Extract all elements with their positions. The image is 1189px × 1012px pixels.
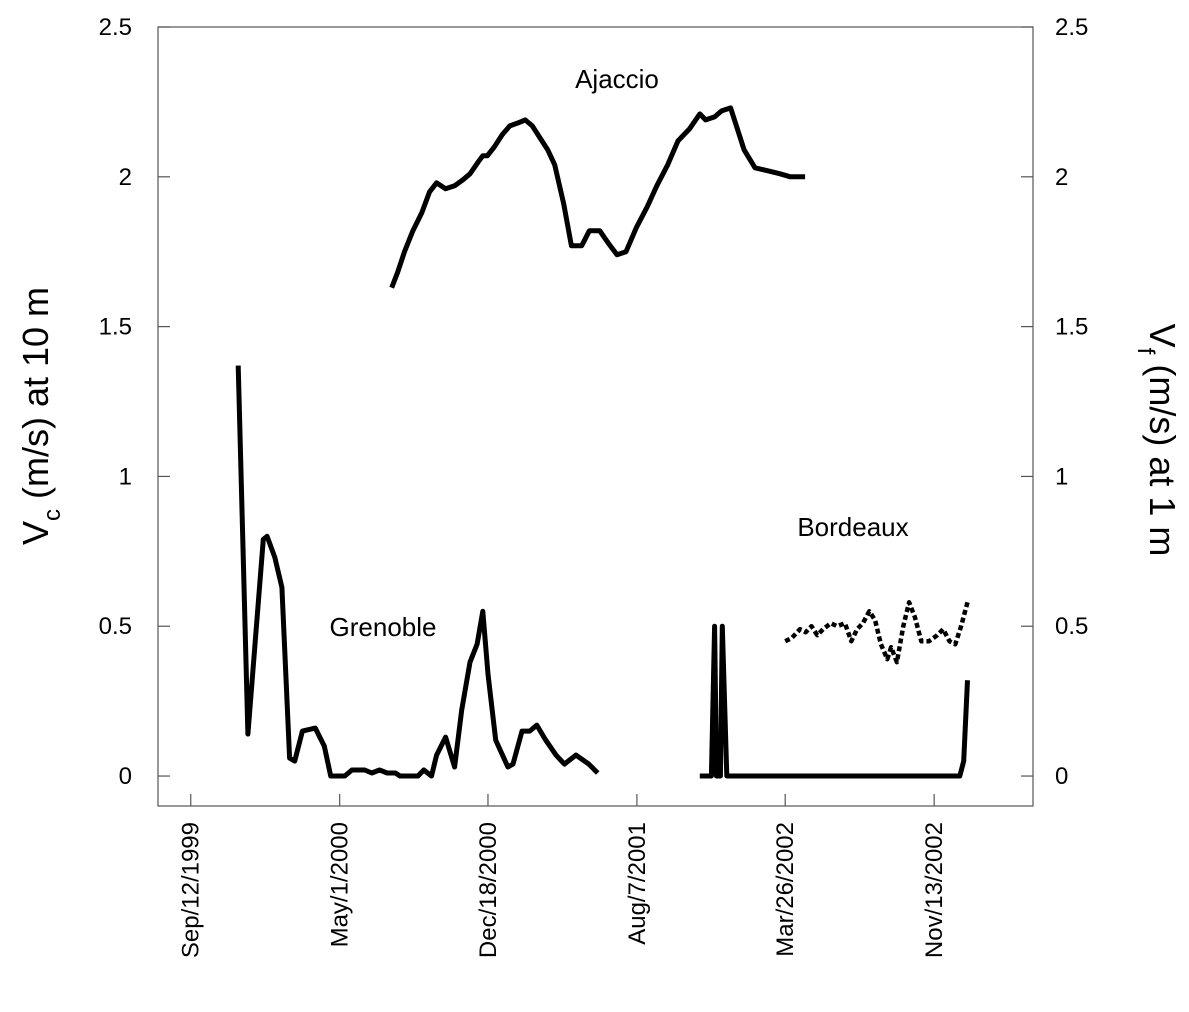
y-tick-label: 1 [119,463,132,490]
y-tick-label: 0.5 [99,613,132,640]
y-tick-label: 0 [119,763,132,790]
y-tick-label: 1.5 [99,314,132,341]
x-tick-label: Dec/18/2000 [475,822,502,958]
annotation: Bordeaux [797,512,908,542]
annotation: Ajaccio [575,64,659,94]
y-tick-label: 2 [119,164,132,191]
y2-title-main: V [1142,324,1183,348]
y2-axis-title: Vf (m/s) at 1 m [1132,324,1183,557]
series-line [235,365,600,779]
y2-tick-label: 2.5 [1055,14,1088,41]
series-line [784,600,970,665]
y-title-rest: (m/s) at 10 m [15,287,56,509]
y2-tick-label: 0 [1055,763,1068,790]
x-tick-label: Aug/7/2001 [624,822,651,945]
y2-title-sub: f [1132,348,1159,355]
annotation: Grenoble [330,612,437,642]
y-title-sub: c [39,509,66,521]
x-tick-label: May/1/2000 [327,822,354,947]
y2-tick-label: 0.5 [1055,613,1088,640]
y2-title-rest: (m/s) at 1 m [1142,354,1183,556]
x-tick-label: Sep/12/1999 [178,822,205,958]
series-line [699,623,970,779]
y-title-main: V [15,521,56,545]
y2-tick-label: 2 [1055,164,1068,191]
x-tick-label: Mar/26/2002 [772,822,799,957]
plot-frame [157,26,1034,807]
y2-tick-label: 1.5 [1055,314,1088,341]
x-tick-label: Nov/13/2002 [921,822,948,958]
series-line [389,105,806,289]
y2-tick-label: 1 [1055,463,1068,490]
y-axis-title: Vc (m/s) at 10 m [15,287,66,545]
y-tick-label: 2.5 [99,14,132,41]
